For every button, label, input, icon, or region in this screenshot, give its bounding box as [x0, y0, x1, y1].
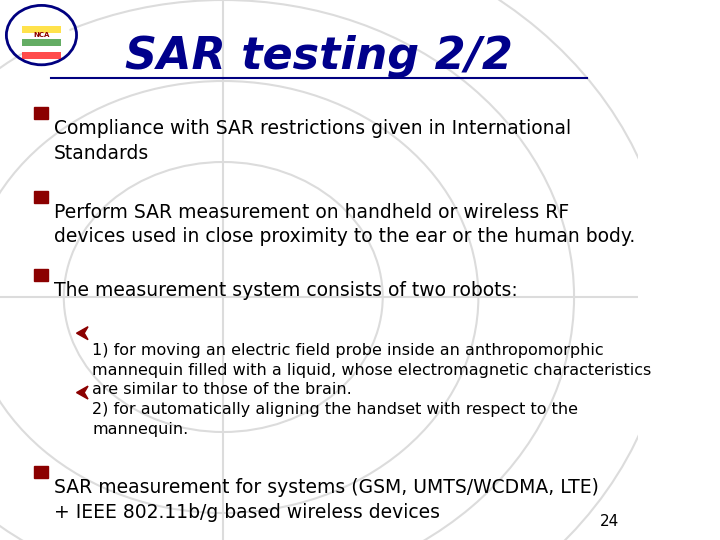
FancyBboxPatch shape: [34, 466, 48, 478]
FancyBboxPatch shape: [34, 269, 48, 281]
FancyBboxPatch shape: [22, 26, 60, 33]
Polygon shape: [76, 386, 88, 399]
Text: The measurement system consists of two robots:: The measurement system consists of two r…: [54, 281, 518, 300]
Text: SAR testing 2/2: SAR testing 2/2: [125, 35, 513, 78]
Text: Compliance with SAR restrictions given in International
Standards: Compliance with SAR restrictions given i…: [54, 119, 572, 163]
FancyBboxPatch shape: [22, 52, 60, 59]
Circle shape: [13, 11, 70, 59]
Text: Perform SAR measurement on handheld or wireless RF
devices used in close proximi: Perform SAR measurement on handheld or w…: [54, 202, 636, 246]
Text: NCA: NCA: [33, 32, 50, 38]
FancyBboxPatch shape: [22, 39, 60, 46]
Text: 1) for moving an electric field probe inside an anthropomorphic
mannequin filled: 1) for moving an electric field probe in…: [92, 343, 652, 397]
FancyBboxPatch shape: [34, 191, 48, 202]
Text: 2) for automatically aligning the handset with respect to the
mannequin.: 2) for automatically aligning the handse…: [92, 402, 578, 437]
Text: 24: 24: [600, 514, 618, 529]
FancyBboxPatch shape: [34, 107, 48, 119]
Text: SAR measurement for systems (GSM, UMTS/WCDMA, LTE)
+ IEEE 802.11b/g based wirele: SAR measurement for systems (GSM, UMTS/W…: [54, 478, 599, 522]
Polygon shape: [76, 327, 88, 340]
